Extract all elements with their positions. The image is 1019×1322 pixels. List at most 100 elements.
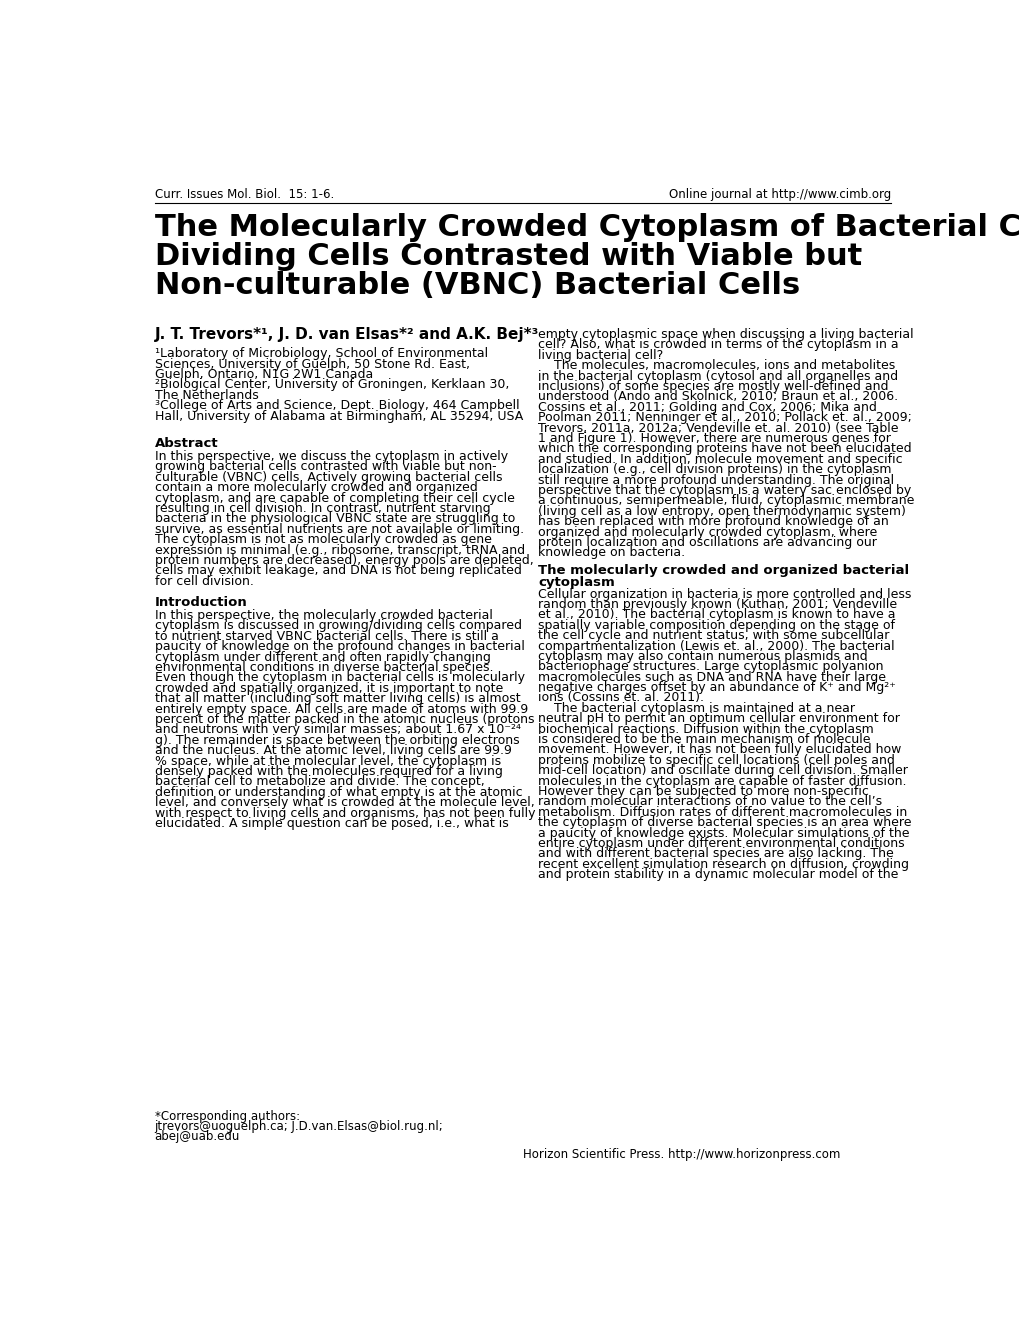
Text: molecules in the cytoplasm are capable of faster diffusion.: molecules in the cytoplasm are capable o…	[538, 775, 906, 788]
Text: The cytoplasm is not as molecularly crowded as gene: The cytoplasm is not as molecularly crow…	[155, 533, 491, 546]
Text: Trevors, 2011a, 2012a; Vendeville et. al. 2010) (see Table: Trevors, 2011a, 2012a; Vendeville et. al…	[538, 422, 898, 435]
Text: empty cytoplasmic space when discussing a living bacterial: empty cytoplasmic space when discussing …	[538, 328, 913, 341]
Text: Online journal at http://www.cimb.org: Online journal at http://www.cimb.org	[668, 188, 890, 201]
Text: proteins mobilize to specific cell locations (cell poles and: proteins mobilize to specific cell locat…	[538, 754, 895, 767]
Text: and studied. In addition, molecule movement and specific: and studied. In addition, molecule movem…	[538, 452, 902, 465]
Text: growing bacterial cells contrasted with viable but non-: growing bacterial cells contrasted with …	[155, 460, 496, 473]
Text: random molecular interactions of no value to the cell’s: random molecular interactions of no valu…	[538, 796, 881, 809]
Text: still require a more profound understanding. The original: still require a more profound understand…	[538, 473, 894, 486]
Text: biochemical reactions. Diffusion within the cytoplasm: biochemical reactions. Diffusion within …	[538, 723, 873, 735]
Text: percent of the matter packed in the atomic nucleus (protons: percent of the matter packed in the atom…	[155, 713, 534, 726]
Text: living bacterial cell?: living bacterial cell?	[538, 349, 662, 362]
Text: with respect to living cells and organisms, has not been fully: with respect to living cells and organis…	[155, 806, 535, 820]
Text: in the bacterial cytoplasm (cytosol and all organelles and: in the bacterial cytoplasm (cytosol and …	[538, 370, 898, 382]
Text: recent excellent simulation research on diffusion, crowding: recent excellent simulation research on …	[538, 858, 908, 871]
Text: Dividing Cells Contrasted with Viable but: Dividing Cells Contrasted with Viable bu…	[155, 242, 861, 271]
Text: environmental conditions in diverse bacterial species.: environmental conditions in diverse bact…	[155, 661, 492, 674]
Text: Sciences, University of Guelph, 50 Stone Rd. East,: Sciences, University of Guelph, 50 Stone…	[155, 358, 469, 370]
Text: ³College of Arts and Science, Dept. Biology, 464 Campbell: ³College of Arts and Science, Dept. Biol…	[155, 399, 519, 412]
Text: spatially variable composition depending on the stage of: spatially variable composition depending…	[538, 619, 895, 632]
Text: elucidated. A simple question can be posed, i.e., what is: elucidated. A simple question can be pos…	[155, 817, 507, 830]
Text: has been replaced with more profound knowledge of an: has been replaced with more profound kno…	[538, 516, 889, 529]
Text: cells may exhibit leakage, and DNA is not being replicated: cells may exhibit leakage, and DNA is no…	[155, 564, 521, 578]
Text: perspective that the cytoplasm is a watery sac enclosed by: perspective that the cytoplasm is a wate…	[538, 484, 911, 497]
Text: random than previously known (Kuthan, 2001; Vendeville: random than previously known (Kuthan, 20…	[538, 598, 897, 611]
Text: cytoplasm may also contain numerous plasmids and: cytoplasm may also contain numerous plas…	[538, 650, 867, 662]
Text: crowded and spatially organized, it is important to note: crowded and spatially organized, it is i…	[155, 682, 502, 695]
Text: contain a more molecularly crowded and organized: contain a more molecularly crowded and o…	[155, 481, 477, 494]
Text: entire cytoplasm under different environmental conditions: entire cytoplasm under different environ…	[538, 837, 904, 850]
Text: bacteriophage structures. Large cytoplasmic polyanion: bacteriophage structures. Large cytoplas…	[538, 660, 882, 673]
Text: negative charges offset by an abundance of K⁺ and Mg²⁺: negative charges offset by an abundance …	[538, 681, 896, 694]
Text: organized and molecularly crowded cytoplasm, where: organized and molecularly crowded cytopl…	[538, 526, 876, 538]
Text: Non-culturable (VBNC) Bacterial Cells: Non-culturable (VBNC) Bacterial Cells	[155, 271, 799, 300]
Text: g). The remainder is space between the orbiting electrons: g). The remainder is space between the o…	[155, 734, 519, 747]
Text: for cell division.: for cell division.	[155, 575, 254, 588]
Text: neutral pH to permit an optimum cellular environment for: neutral pH to permit an optimum cellular…	[538, 713, 899, 726]
Text: to nutrient starved VBNC bacterial cells. There is still a: to nutrient starved VBNC bacterial cells…	[155, 629, 498, 642]
Text: a continuous, semipermeable, fluid, cytoplasmic membrane: a continuous, semipermeable, fluid, cyto…	[538, 494, 914, 508]
Text: The bacterial cytoplasm is maintained at a near: The bacterial cytoplasm is maintained at…	[538, 702, 854, 715]
Text: cytoplasm is discussed in growing/dividing cells compared: cytoplasm is discussed in growing/dividi…	[155, 620, 521, 632]
Text: and with different bacterial species are also lacking. The: and with different bacterial species are…	[538, 847, 893, 861]
Text: understood (Ando and Skolnick, 2010; Braun et al., 2006.: understood (Ando and Skolnick, 2010; Bra…	[538, 390, 898, 403]
Text: the cytoplasm of diverse bacterial species is an area where: the cytoplasm of diverse bacterial speci…	[538, 816, 911, 829]
Text: movement. However, it has not been fully elucidated how: movement. However, it has not been fully…	[538, 743, 901, 756]
Text: ions (Cossins et. al. 2011).: ions (Cossins et. al. 2011).	[538, 691, 703, 705]
Text: protein localization and oscillations are advancing our: protein localization and oscillations ar…	[538, 535, 876, 549]
Text: survive, as essential nutrients are not available or limiting.: survive, as essential nutrients are not …	[155, 522, 523, 535]
Text: compartmentalization (Lewis et. al., 2000). The bacterial: compartmentalization (Lewis et. al., 200…	[538, 640, 894, 653]
Text: 1 and Figure 1). However, there are numerous genes for: 1 and Figure 1). However, there are nume…	[538, 432, 891, 446]
Text: (living cell as a low entropy, open thermodynamic system): (living cell as a low entropy, open ther…	[538, 505, 905, 518]
Text: densely packed with the molecules required for a living: densely packed with the molecules requir…	[155, 765, 502, 779]
Text: *Corresponding authors:: *Corresponding authors:	[155, 1109, 300, 1122]
Text: and protein stability in a dynamic molecular model of the: and protein stability in a dynamic molec…	[538, 869, 898, 882]
Text: In this perspective, the molecularly crowded bacterial: In this perspective, the molecularly cro…	[155, 609, 492, 623]
Text: cytoplasm under different and often rapidly changing: cytoplasm under different and often rapi…	[155, 650, 490, 664]
Text: definition or understanding of what empty is at the atomic: definition or understanding of what empt…	[155, 785, 522, 798]
Text: The molecularly crowded and organized bacterial: The molecularly crowded and organized ba…	[538, 564, 909, 578]
Text: ¹Laboratory of Microbiology, School of Environmental: ¹Laboratory of Microbiology, School of E…	[155, 348, 487, 361]
Text: cell? Also, what is crowded in terms of the cytoplasm in a: cell? Also, what is crowded in terms of …	[538, 338, 898, 352]
Text: However they can be subjected to more non-specific: However they can be subjected to more no…	[538, 785, 868, 798]
Text: In this perspective, we discuss the cytoplasm in actively: In this perspective, we discuss the cyto…	[155, 449, 507, 463]
Text: The Netherlands: The Netherlands	[155, 389, 258, 402]
Text: Horizon Scientific Press. http://www.horizonpress.com: Horizon Scientific Press. http://www.hor…	[522, 1147, 840, 1161]
Text: inclusions) of some species are mostly well-defined and: inclusions) of some species are mostly w…	[538, 379, 888, 393]
Text: entirely empty space. All cells are made of atoms with 99.9: entirely empty space. All cells are made…	[155, 703, 528, 715]
Text: that all matter (including soft matter living cells) is almost: that all matter (including soft matter l…	[155, 693, 520, 705]
Text: J. T. Trevors*¹, J. D. van Elsas*² and A.K. Bej*³: J. T. Trevors*¹, J. D. van Elsas*² and A…	[155, 327, 538, 341]
Text: macromolecules such as DNA and RNA have their large: macromolecules such as DNA and RNA have …	[538, 670, 886, 683]
Text: Cellular organization in bacteria is more controlled and less: Cellular organization in bacteria is mor…	[538, 587, 911, 600]
Text: Cossins et al., 2011; Golding and Cox, 2006; Mika and: Cossins et al., 2011; Golding and Cox, 2…	[538, 401, 876, 414]
Text: Poolman 2011; Nenninger et al., 2010; Pollack et. al., 2009;: Poolman 2011; Nenninger et al., 2010; Po…	[538, 411, 911, 424]
Text: the cell cycle and nutrient status, with some subcellular: the cell cycle and nutrient status, with…	[538, 629, 889, 642]
Text: is considered to be the main mechanism of molecule: is considered to be the main mechanism o…	[538, 734, 870, 746]
Text: a paucity of knowledge exists. Molecular simulations of the: a paucity of knowledge exists. Molecular…	[538, 826, 909, 839]
Text: paucity of knowledge on the profound changes in bacterial: paucity of knowledge on the profound cha…	[155, 640, 524, 653]
Text: Guelph, Ontario, N1G 2W1 Canada: Guelph, Ontario, N1G 2W1 Canada	[155, 368, 373, 381]
Text: and the nucleus. At the atomic level, living cells are 99.9: and the nucleus. At the atomic level, li…	[155, 744, 511, 758]
Text: metabolism. Diffusion rates of different macromolecules in: metabolism. Diffusion rates of different…	[538, 806, 907, 818]
Text: jtrevors@uoguelph.ca; J.D.van.Elsas@biol.rug.nl;: jtrevors@uoguelph.ca; J.D.van.Elsas@biol…	[155, 1120, 443, 1133]
Text: resulting in cell division. In contrast, nutrient starving: resulting in cell division. In contrast,…	[155, 502, 490, 516]
Text: abej@uab.edu: abej@uab.edu	[155, 1130, 239, 1144]
Text: Even though the cytoplasm in bacterial cells is molecularly: Even though the cytoplasm in bacterial c…	[155, 672, 524, 685]
Text: ²Biological Center, University of Groningen, Kerklaan 30,: ²Biological Center, University of Gronin…	[155, 378, 508, 391]
Text: Hall, University of Alabama at Birmingham, AL 35294, USA: Hall, University of Alabama at Birmingha…	[155, 410, 523, 423]
Text: culturable (VBNC) cells. Actively growing bacterial cells: culturable (VBNC) cells. Actively growin…	[155, 471, 501, 484]
Text: mid-cell location) and oscillate during cell division. Smaller: mid-cell location) and oscillate during …	[538, 764, 907, 777]
Text: The molecules, macromolecules, ions and metabolites: The molecules, macromolecules, ions and …	[538, 360, 895, 373]
Text: Abstract: Abstract	[155, 438, 218, 449]
Text: which the corresponding proteins have not been elucidated: which the corresponding proteins have no…	[538, 443, 911, 455]
Text: Curr. Issues Mol. Biol.  15: 1-6.: Curr. Issues Mol. Biol. 15: 1-6.	[155, 188, 333, 201]
Text: and neutrons with very similar masses; about 1.67 x 10⁻²⁴: and neutrons with very similar masses; a…	[155, 723, 520, 736]
Text: et al., 2010). The bacterial cytoplasm is known to have a: et al., 2010). The bacterial cytoplasm i…	[538, 608, 895, 621]
Text: level, and conversely what is crowded at the molecule level,: level, and conversely what is crowded at…	[155, 796, 534, 809]
Text: protein numbers are decreased), energy pools are depleted,: protein numbers are decreased), energy p…	[155, 554, 533, 567]
Text: % space, while at the molecular level, the cytoplasm is: % space, while at the molecular level, t…	[155, 755, 500, 768]
Text: bacteria in the physiological VBNC state are struggling to: bacteria in the physiological VBNC state…	[155, 513, 515, 525]
Text: expression is minimal (e.g., ribosome, transcript, tRNA and: expression is minimal (e.g., ribosome, t…	[155, 543, 524, 557]
Text: localization (e.g., cell division proteins) in the cytoplasm: localization (e.g., cell division protei…	[538, 463, 891, 476]
Text: knowledge on bacteria.: knowledge on bacteria.	[538, 546, 685, 559]
